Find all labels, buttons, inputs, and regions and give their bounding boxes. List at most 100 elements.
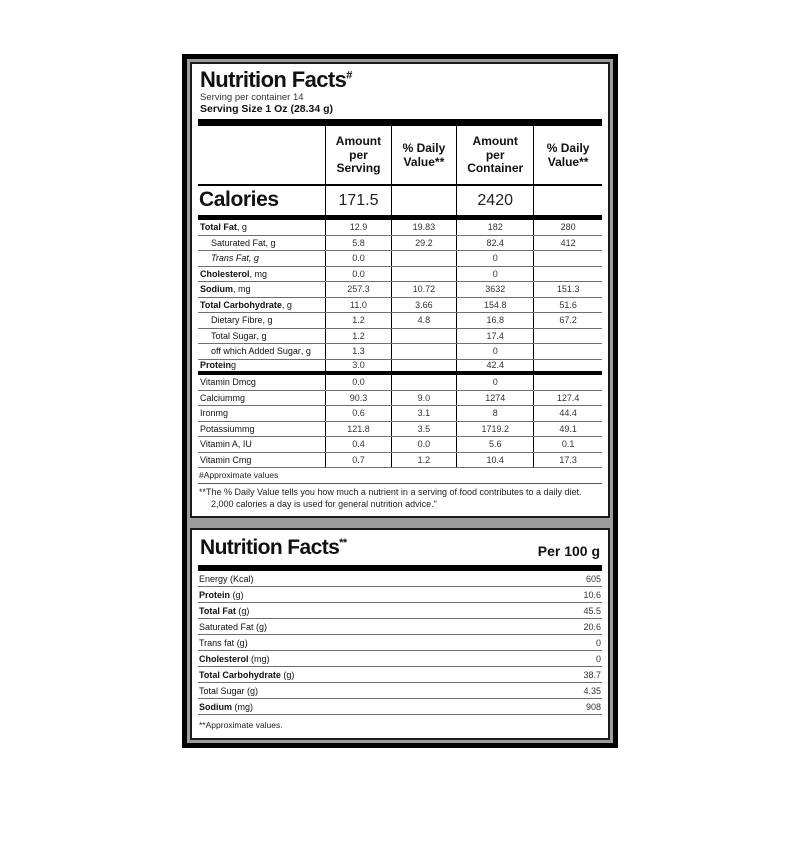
daily-value-serving-value: 4.8	[390, 313, 456, 328]
nutrient-label: Protein (g)	[199, 589, 244, 600]
nutrient-row-100g: Cholesterol (mg) 0	[198, 651, 602, 668]
nutrient-row: Sodium, mg 257.3 10.72 3632 151.3	[198, 282, 602, 298]
nutrient-row: Total Sugar, g 1.2 17.4	[198, 328, 602, 345]
amount-per-serving-value: 12.9	[325, 220, 390, 235]
nutrient-label: Total Fat, g	[200, 222, 247, 233]
nutrient-rows: Total Fat, g 12.9 19.83 182 280 Saturate…	[198, 220, 602, 469]
nutrient-label: Cholesterol, mg	[200, 268, 268, 279]
daily-value-container-value: 280	[533, 220, 602, 235]
amount-per-serving-value: 1.2	[325, 313, 390, 328]
nutrient-label: Vitamin A, IU	[200, 439, 252, 450]
daily-value-serving-value	[390, 375, 456, 390]
per-100g-value: 20.6	[583, 621, 601, 632]
amount-per-serving-value: 257.3	[325, 282, 390, 297]
nutrient-label: Sodium, mg	[200, 284, 251, 295]
per-100g-value: 10.6	[583, 589, 601, 600]
column-header-amount-per-serving: Amount per Serving	[325, 126, 390, 185]
nutrient-row: Cholesterol, mg 0.0 0	[198, 266, 602, 283]
nutrient-row: Protein g 3.0 42.4	[198, 359, 602, 376]
daily-value-serving-value: 3.66	[390, 297, 456, 313]
per-100g-value: 0	[595, 637, 601, 648]
per-100g-value: 0	[595, 653, 601, 664]
nutrient-label: Dietary Fibre, g	[211, 315, 273, 326]
daily-value-container-value	[533, 375, 602, 390]
daily-value-container-value: 151.3	[533, 282, 602, 297]
nutrition-table: Amount per Serving % Daily Value** Amoun…	[198, 126, 602, 514]
nutrient-label: Saturated Fat (g)	[199, 621, 268, 632]
amount-per-serving-value: 1.3	[325, 344, 390, 359]
amount-per-container-value: 154.8	[456, 297, 533, 313]
nutrient-row: Vitamin A, IU 0.4 0.0 5.6 0.1	[198, 437, 602, 453]
calories-per-serving: 171.5	[325, 186, 390, 216]
amount-per-container-value: 0	[456, 344, 533, 359]
nutrient-row-100g: Protein (g) 10.6	[198, 587, 602, 604]
amount-per-serving-value: 3.0	[325, 359, 390, 372]
thick-divider	[198, 565, 602, 572]
amount-per-serving-value: 121.8	[325, 421, 390, 437]
nutrient-row-100g: Saturated Fat (g) 20.6	[198, 619, 602, 636]
daily-value-container-value	[533, 344, 602, 359]
nutrient-row-100g: Energy (Kcal) 605	[198, 571, 602, 588]
nutrient-row: Vitamin D mcg 0.0 0	[198, 375, 602, 391]
amount-per-serving-value: 1.2	[325, 328, 390, 344]
amount-per-container-value: 0	[456, 251, 533, 266]
daily-value-container-value: 51.6	[533, 297, 602, 313]
daily-value-serving-value	[390, 359, 456, 372]
approximate-values-footnote-100g: **Approximate values.	[199, 720, 283, 731]
approximate-values-footnote: #Approximate values	[198, 468, 602, 485]
amount-per-serving-value: 11.0	[325, 297, 390, 313]
amount-per-serving-value: 5.8	[325, 235, 390, 251]
daily-value-container-value: 127.4	[533, 390, 602, 406]
per-100g-label: Per 100 g	[537, 543, 600, 560]
amount-per-serving-value: 0.6	[325, 406, 390, 421]
panel1-title-mark: #	[346, 69, 352, 82]
daily-value-container-value: 67.2	[533, 313, 602, 328]
nutrient-label: Cholesterol (mg)	[199, 653, 270, 664]
daily-value-serving-value: 3.1	[390, 406, 456, 421]
nutrient-label: Iron mg	[200, 408, 229, 419]
nutrient-row-100g: Sodium (mg) 908	[198, 699, 602, 716]
per-serving-panel: Nutrition Facts# Serving per container 1…	[190, 62, 610, 519]
amount-per-container-value: 5.6	[456, 437, 533, 452]
daily-value-serving-value	[390, 328, 456, 344]
amount-per-serving-value: 90.3	[325, 390, 390, 406]
daily-value-serving-value: 3.5	[390, 421, 456, 437]
daily-value-serving-value	[390, 344, 456, 359]
amount-per-container-value: 17.4	[456, 328, 533, 344]
amount-per-serving-value: 0.0	[325, 375, 390, 390]
panel1-title-text: Nutrition Facts	[200, 67, 347, 92]
nutrient-row-100g: Trans fat (g) 0	[198, 635, 602, 652]
nutrient-row-100g: Total Carbohydrate (g) 38.7	[198, 667, 602, 684]
nutrient-label: Energy (Kcal)	[199, 573, 254, 584]
calories-dv-serving	[390, 186, 456, 216]
amount-per-serving-value: 0.7	[325, 452, 390, 468]
column-header-daily-value-container: % Daily Value**	[533, 126, 602, 185]
column-header-blank	[198, 126, 325, 184]
column-header-amount-per-container: Amount per Container	[456, 126, 533, 185]
nutrient-label: Protein g	[200, 360, 237, 371]
nutrient-row: Dietary Fibre, g 1.2 4.8 16.8 67.2	[198, 313, 602, 329]
serving-size: Serving Size 1 Oz (28.34 g)	[200, 103, 334, 116]
nutrient-label: Total Carbohydrate (g)	[199, 669, 295, 680]
nutrient-row: Iron mg 0.6 3.1 8 44.4	[198, 406, 602, 422]
panel2-title-text: Nutrition Facts	[200, 536, 340, 560]
nutrient-row-100g: Total Fat (g) 45.5	[198, 603, 602, 620]
nutrient-label: Trans Fat, g	[211, 253, 259, 264]
nutrient-label: Saturated Fat, g	[211, 237, 276, 248]
per-100g-panel: Nutrition Facts** Per 100 g Energy (Kcal…	[190, 528, 610, 741]
daily-value-serving-value: 19.83	[390, 220, 456, 235]
nutrient-label: off which Added Sugar, g	[211, 346, 311, 357]
daily-value-container-value: 49.1	[533, 421, 602, 437]
panel1-title: Nutrition Facts#	[200, 68, 600, 91]
amount-per-container-value: 182	[456, 220, 533, 235]
column-header-row: Amount per Serving % Daily Value** Amoun…	[198, 126, 602, 187]
daily-value-container-value	[533, 328, 602, 344]
daily-value-footnote: **The % Daily Value tells you how much a…	[199, 487, 582, 509]
daily-value-container-value	[533, 359, 602, 372]
daily-value-container-value: 0.1	[533, 437, 602, 452]
daily-value-container-value	[533, 251, 602, 266]
amount-per-serving-value: 0.0	[325, 251, 390, 266]
servings-per-container: Serving per container 14	[200, 92, 304, 104]
thick-divider	[198, 119, 602, 127]
nutrient-label: Total Carbohydrate, g	[200, 299, 292, 310]
